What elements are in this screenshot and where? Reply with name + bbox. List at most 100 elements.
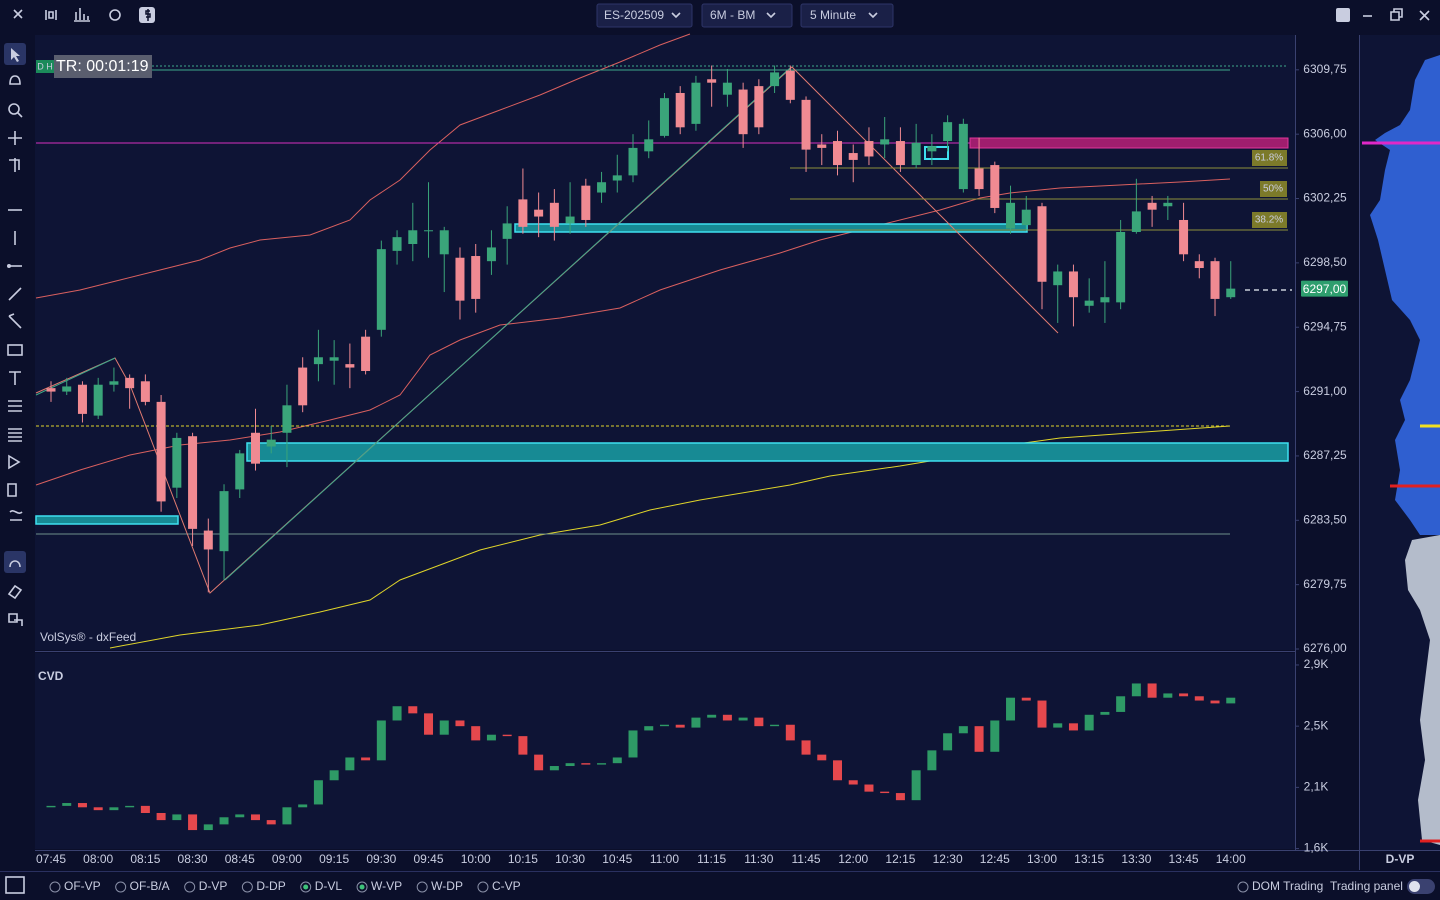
candle-body: [1226, 288, 1236, 298]
hand-tool[interactable]: [9, 75, 21, 85]
symbol-dropdown[interactable]: [596, 3, 693, 28]
option-radio[interactable]: [356, 881, 368, 893]
option-label[interactable]: D-DP: [256, 879, 285, 893]
layers-tool[interactable]: [8, 613, 23, 626]
candle-body: [848, 153, 858, 160]
close-icon[interactable]: [13, 9, 23, 19]
candle-body: [1068, 271, 1078, 298]
settings-icon[interactable]: [109, 9, 121, 21]
tool-active[interactable]: [4, 551, 26, 573]
rect-tool[interactable]: [7, 344, 23, 356]
candle-body: [1084, 714, 1094, 731]
candle-body: [298, 367, 308, 406]
candle-body: [219, 491, 229, 552]
candle-body: [691, 717, 701, 728]
candle-body: [345, 757, 355, 771]
x-tick-label: 12:45: [980, 852, 1010, 866]
menu-icon[interactable]: [5, 876, 25, 894]
candle-body: [345, 364, 355, 368]
window-close-icon[interactable]: [1419, 10, 1430, 21]
fib-tool[interactable]: [8, 400, 22, 412]
candle-body: [1194, 261, 1204, 269]
option-radio[interactable]: [477, 881, 489, 893]
option-label[interactable]: C-VP: [492, 879, 521, 893]
zoom-tool[interactable]: [8, 103, 20, 115]
fib-label: 61.8%: [1255, 153, 1283, 164]
candle-body: [833, 141, 842, 166]
option-radio[interactable]: [184, 881, 196, 893]
magnet-tool[interactable]: [9, 560, 21, 568]
dom-radio[interactable]: [1237, 881, 1249, 893]
candle-body: [1068, 723, 1078, 731]
option-label[interactable]: D-VL: [315, 879, 343, 893]
timer-text: TR: 00:01:19: [56, 58, 149, 75]
dollar-icon[interactable]: [139, 7, 155, 23]
path-tool[interactable]: [8, 313, 22, 329]
candle-body: [172, 437, 182, 488]
text-tool[interactable]: [9, 371, 21, 385]
candle-body: [1179, 693, 1189, 697]
trend-tool[interactable]: [8, 287, 22, 301]
x-tick-label: 10:00: [461, 852, 491, 866]
candle-body: [597, 182, 607, 193]
candle-body: [455, 720, 465, 727]
candle-body: [1210, 261, 1220, 299]
pointer-tool[interactable]: [11, 48, 20, 62]
candle-body: [140, 805, 150, 813]
levels-tool[interactable]: [8, 428, 22, 442]
candle-body: [46, 388, 56, 392]
candle-body: [927, 750, 937, 771]
option-radio[interactable]: [115, 881, 127, 893]
eraser-tool[interactable]: [7, 584, 23, 600]
option-radio[interactable]: [49, 881, 61, 893]
candle-body: [659, 98, 669, 136]
interval-dropdown[interactable]: [800, 3, 894, 28]
option-radio[interactable]: [416, 881, 428, 893]
x-tick-label: 12:00: [838, 852, 868, 866]
candle-body: [738, 717, 748, 721]
measure-tool[interactable]: [9, 158, 20, 172]
y-tick-label: 6283,50: [1303, 512, 1347, 526]
candle-body: [1116, 231, 1126, 303]
candle-body: [502, 734, 512, 737]
timer-box: [54, 55, 152, 78]
profile-tool[interactable]: [7, 483, 17, 497]
candle-body: [518, 736, 528, 755]
range-text: 6M - BM: [710, 8, 755, 22]
candle-body: [1147, 683, 1157, 698]
option-radio[interactable]: [241, 881, 253, 893]
option-label[interactable]: OF-B/A: [130, 879, 170, 893]
candle-body: [974, 168, 984, 190]
y-tick-label: 6298,50: [1303, 255, 1347, 269]
restore-icon[interactable]: [1390, 8, 1403, 21]
x-tick-label: 11:45: [791, 852, 820, 866]
y-tick-label: 2,9K: [1304, 657, 1329, 671]
dom-label[interactable]: DOM Trading: [1252, 879, 1323, 893]
watermark: VolSys® - dxFeed: [40, 630, 136, 644]
replay-tool[interactable]: [8, 454, 21, 470]
option-label[interactable]: W-VP: [371, 879, 402, 893]
candle-body: [958, 726, 968, 734]
candle-body: [109, 381, 119, 385]
x-tick-label: 09:00: [272, 852, 302, 866]
candles-icon[interactable]: [45, 10, 57, 20]
candle-body: [817, 144, 827, 148]
candle-body: [250, 814, 260, 821]
candle-body: [722, 714, 732, 721]
zone: [924, 146, 949, 160]
stats-tool[interactable]: [9, 510, 23, 521]
x-tick-label: 11:30: [744, 852, 773, 866]
y-tick-label: 2,5K: [1304, 718, 1329, 732]
crosshair-tool[interactable]: [8, 131, 22, 145]
range-dropdown[interactable]: [701, 3, 793, 28]
bars-icon[interactable]: [74, 8, 90, 22]
layout-icon[interactable]: [1336, 8, 1350, 22]
candle-body: [502, 223, 512, 239]
y-tick-label: 1,6K: [1304, 841, 1329, 855]
option-label[interactable]: W-DP: [431, 879, 463, 893]
candle-body: [471, 256, 481, 299]
option-label[interactable]: D-VP: [199, 879, 228, 893]
option-radio[interactable]: [300, 881, 312, 893]
option-label[interactable]: OF-VP: [64, 879, 101, 893]
panel-label[interactable]: Trading panel: [1330, 879, 1403, 893]
